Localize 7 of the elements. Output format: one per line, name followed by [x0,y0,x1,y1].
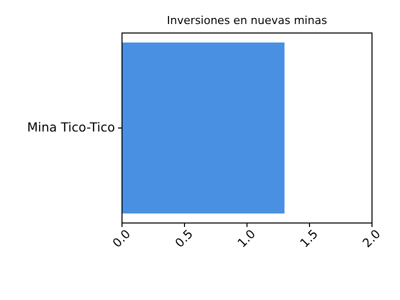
chart-title: Inversiones en nuevas minas [166,14,328,27]
x-tick-label: 2.0 [360,226,384,250]
x-tick-label: 1.0 [234,226,258,250]
x-tick-label: 0.5 [172,226,196,250]
y-tick-label: Mina Tico-Tico [27,119,115,134]
x-tick-label: 0.0 [110,226,134,250]
x-tick-label: 1.5 [297,226,321,250]
